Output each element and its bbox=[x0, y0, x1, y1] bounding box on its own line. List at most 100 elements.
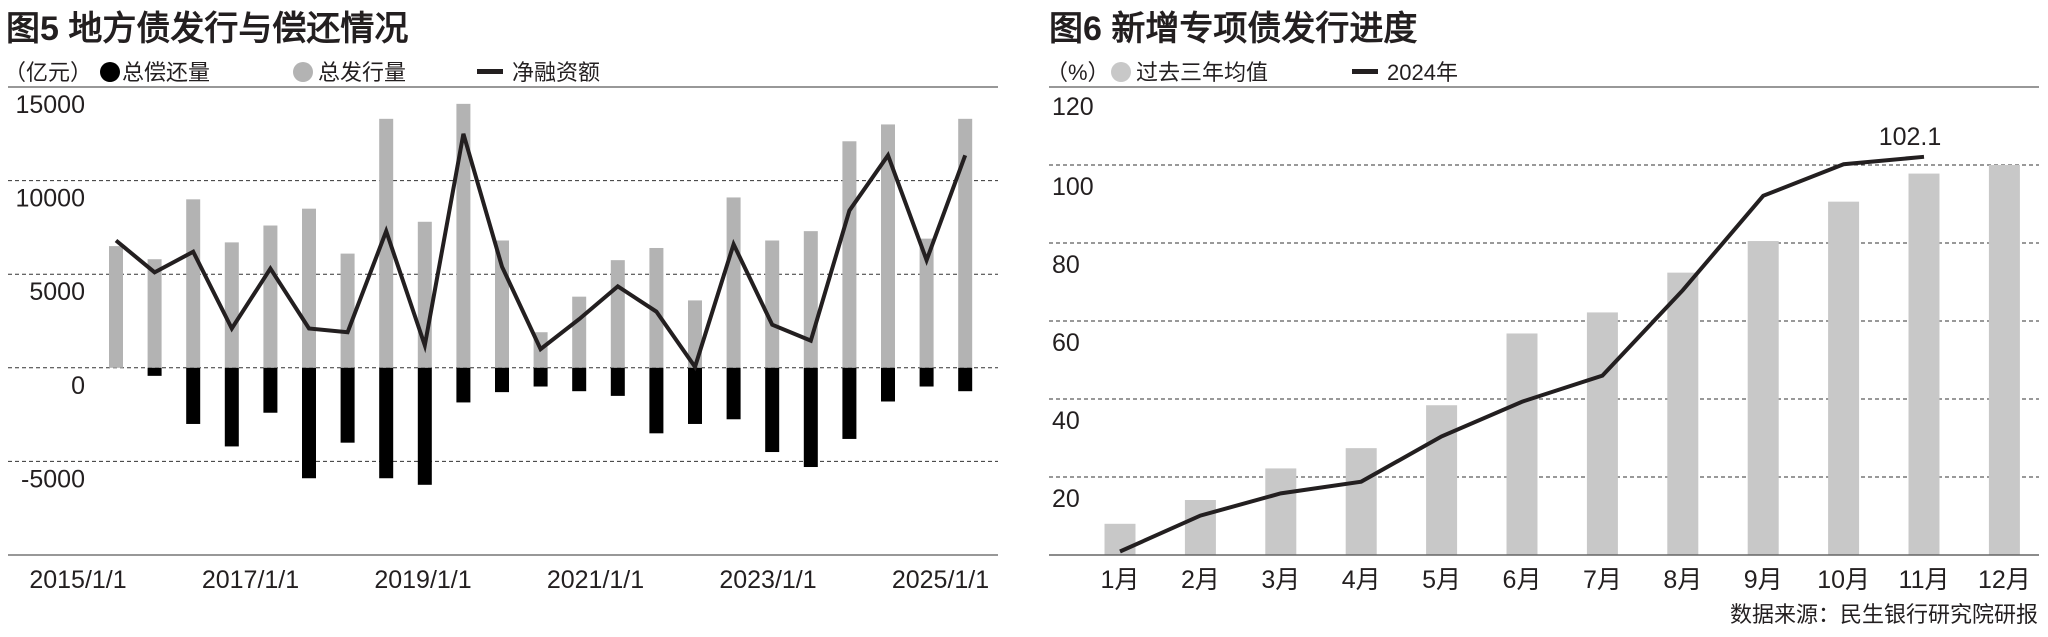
x-tick-label: 10月 bbox=[1817, 566, 1870, 594]
repayment-bar bbox=[572, 367, 587, 392]
y-tick-label: 10000 bbox=[15, 185, 85, 213]
x-tick-label: 2023/1/1 bbox=[719, 566, 816, 594]
issuance-bar bbox=[147, 259, 162, 368]
legend-issuance-marker bbox=[293, 62, 313, 82]
x-tick-label: 4月 bbox=[1342, 566, 1381, 594]
legend-issuance-label: 总发行量 bbox=[318, 60, 406, 85]
avg-progress-bar bbox=[1667, 272, 1699, 555]
annotation-label: 102.1 bbox=[1879, 123, 1942, 151]
x-tick-label: 11月 bbox=[1899, 566, 1950, 594]
repayment-bar bbox=[842, 367, 857, 439]
repayment-bar bbox=[610, 367, 625, 396]
avg-progress-bar bbox=[1586, 312, 1618, 555]
repayment-bar bbox=[224, 367, 239, 447]
legend-avg-marker bbox=[1111, 62, 1131, 82]
legend-net-marker bbox=[477, 69, 503, 74]
repayment-bar bbox=[803, 367, 818, 468]
repayment-bar bbox=[533, 367, 548, 387]
y-tick-label: -5000 bbox=[21, 465, 85, 493]
line-2024 bbox=[1119, 154, 1925, 554]
chart1-unit: （亿元） bbox=[4, 60, 92, 85]
issuance-bar bbox=[186, 199, 201, 368]
repayment-bar bbox=[186, 367, 201, 424]
issuance-bar bbox=[803, 231, 818, 368]
source-note: 数据来源：民生银行研究院研报 bbox=[1730, 602, 2038, 627]
chart-special-bond-progress: 图6 新增专项债发行进度 （%） 过去三年均值 2024年 120 100 80 60… bbox=[1046, 10, 2039, 594]
legend-net-label: 净融资额 bbox=[512, 60, 600, 85]
x-tick-label: 3月 bbox=[1261, 566, 1300, 594]
repayment-bar bbox=[919, 367, 934, 387]
issuance-bar bbox=[726, 197, 741, 368]
y-tick-label: 60 bbox=[1052, 329, 1080, 357]
repayment-bar bbox=[456, 367, 471, 403]
x-tick-label: 1月 bbox=[1101, 566, 1140, 594]
x-tick-label: 7月 bbox=[1583, 566, 1622, 594]
y-tick-label: 15000 bbox=[15, 91, 85, 119]
repayment-bar bbox=[958, 367, 973, 392]
repayment-bar bbox=[765, 367, 780, 453]
repayment-bar bbox=[726, 367, 741, 420]
issuance-bar bbox=[919, 238, 934, 368]
y-tick-label: 20 bbox=[1052, 485, 1080, 513]
x-tick-label: 12月 bbox=[1978, 566, 2031, 594]
repayment-bar bbox=[417, 367, 432, 485]
chart1-title: 图5 地方债发行与偿还情况 bbox=[6, 10, 408, 48]
issuance-bar bbox=[379, 118, 394, 368]
x-tick-label: 5月 bbox=[1422, 566, 1461, 594]
issuance-bar bbox=[881, 124, 895, 368]
avg-progress-bar bbox=[1747, 241, 1779, 556]
issuance-bar bbox=[263, 225, 278, 368]
chart-issuance-repayment: 图5 地方债发行与偿还情况 （亿元） 总偿还量 总发行量 净融资额 15000 1… bbox=[4, 10, 998, 594]
x-tick-label: 2025/1/1 bbox=[892, 566, 989, 594]
y-tick-label: 80 bbox=[1052, 251, 1080, 279]
avg-progress-bar bbox=[1988, 165, 2020, 555]
x-tick-label: 9月 bbox=[1744, 566, 1783, 594]
issuance-bar bbox=[340, 253, 355, 368]
x-tick-label: 6月 bbox=[1503, 566, 1542, 594]
repayment-bar bbox=[147, 367, 162, 376]
chart2-unit: （%） bbox=[1046, 60, 1110, 85]
issuance-bar bbox=[224, 242, 239, 368]
x-tick-label: 8月 bbox=[1663, 566, 1702, 594]
x-tick-label: 2019/1/1 bbox=[374, 566, 471, 594]
issuance-bar bbox=[765, 240, 780, 368]
repayment-bar bbox=[263, 367, 278, 413]
chart2-title: 图6 新增专项债发行进度 bbox=[1049, 10, 1417, 48]
avg-progress-bar bbox=[1184, 500, 1216, 555]
repayment-bar bbox=[881, 367, 895, 402]
legend-repayment-label: 总偿还量 bbox=[122, 60, 210, 85]
avg-progress-bar bbox=[1265, 468, 1297, 555]
issuance-bar bbox=[958, 118, 973, 368]
legend-repayment-marker bbox=[100, 62, 120, 82]
repayment-bar bbox=[340, 367, 355, 443]
avg-progress-bar bbox=[1345, 448, 1377, 555]
repayment-bar bbox=[495, 367, 509, 393]
net-financing-line bbox=[114, 133, 968, 372]
repayment-bar bbox=[302, 367, 316, 479]
x-tick-label: 2月 bbox=[1181, 566, 1220, 594]
issuance-bar bbox=[572, 296, 587, 368]
legend-2024-marker bbox=[1352, 69, 1378, 74]
legend-avg-label: 过去三年均值 bbox=[1136, 60, 1268, 85]
y-tick-label: 5000 bbox=[29, 278, 85, 306]
issuance-bar bbox=[302, 208, 316, 368]
legend-2024-label: 2024年 bbox=[1387, 60, 1458, 85]
y-tick-label: 0 bbox=[71, 372, 85, 400]
avg-progress-bar bbox=[1426, 405, 1458, 555]
avg-progress-bar bbox=[1828, 201, 1860, 555]
avg-progress-bar bbox=[1908, 173, 1940, 555]
y-tick-label: 40 bbox=[1052, 407, 1080, 435]
x-tick-label: 2017/1/1 bbox=[202, 566, 299, 594]
y-tick-label: 120 bbox=[1052, 93, 1094, 121]
issuance-bar bbox=[649, 247, 664, 368]
issuance-bar bbox=[109, 246, 123, 368]
x-tick-label: 2021/1/1 bbox=[547, 566, 644, 594]
y-tick-label: 100 bbox=[1052, 173, 1094, 201]
x-tick-label: 2015/1/1 bbox=[29, 566, 126, 594]
repayment-bar bbox=[688, 367, 702, 424]
issuance-bar bbox=[610, 260, 625, 368]
avg-progress-bar bbox=[1506, 333, 1538, 555]
issuance-bar bbox=[456, 103, 471, 368]
repayment-bar bbox=[649, 367, 664, 434]
